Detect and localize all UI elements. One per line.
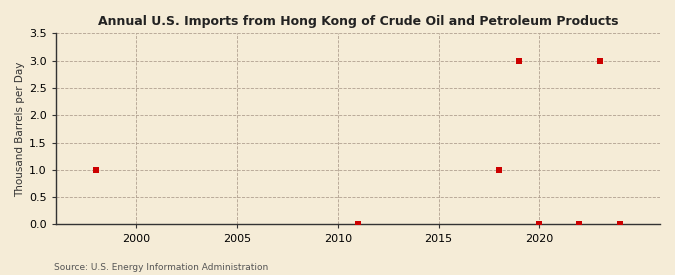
Text: Source: U.S. Energy Information Administration: Source: U.S. Energy Information Administ… [54, 263, 268, 272]
Y-axis label: Thousand Barrels per Day: Thousand Barrels per Day [15, 61, 25, 197]
Title: Annual U.S. Imports from Hong Kong of Crude Oil and Petroleum Products: Annual U.S. Imports from Hong Kong of Cr… [98, 15, 618, 28]
